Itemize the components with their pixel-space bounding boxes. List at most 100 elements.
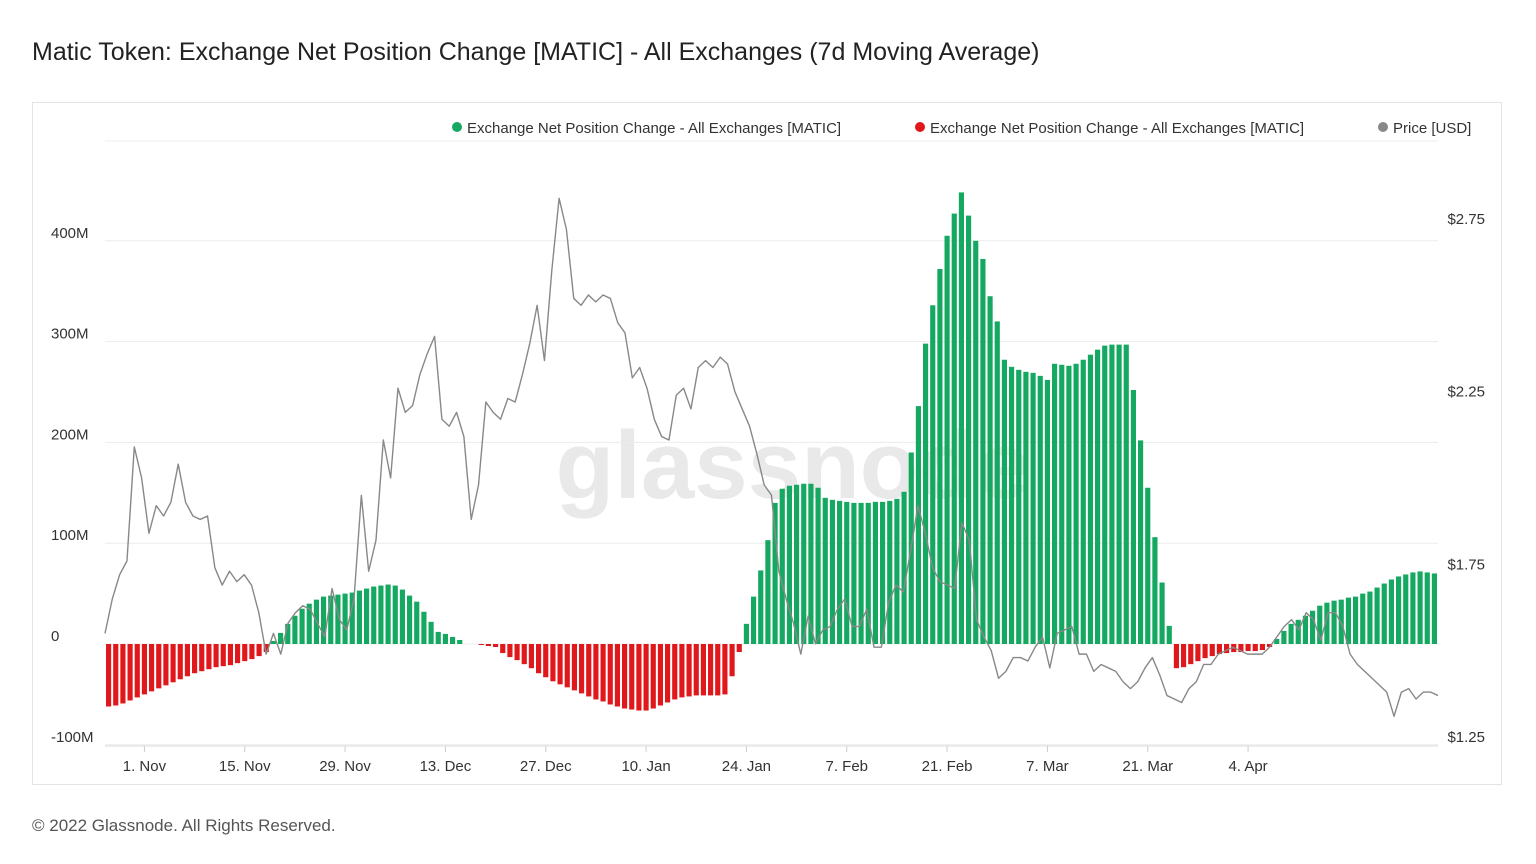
bar-positive	[306, 603, 312, 644]
bar-positive	[1059, 364, 1065, 644]
bar-positive	[1310, 610, 1316, 644]
bar-positive	[1295, 619, 1301, 644]
bar-negative	[177, 644, 183, 680]
bar-positive	[1073, 363, 1079, 644]
bar-positive	[342, 593, 348, 644]
bar-positive	[428, 621, 434, 644]
bar-positive	[765, 540, 771, 644]
bar-negative	[586, 644, 592, 697]
axes: -100M 0 100M 200M 300M 400M $1.25 $1.75 $2.25 $2.…	[51, 211, 1485, 775]
bar-negative	[607, 644, 613, 705]
bar-negative	[1209, 644, 1215, 657]
legend-label-price[interactable]: Price [USD]	[1393, 120, 1471, 137]
x-tick-label: 29. Nov	[319, 758, 371, 775]
x-tick-label: 1. Nov	[123, 758, 167, 775]
bar-positive	[1095, 349, 1101, 644]
legend[interactable]: Exchange Net Position Change - All Excha…	[452, 120, 1471, 137]
bar-negative	[1238, 644, 1244, 653]
bar-negative	[156, 644, 162, 689]
bar-negative	[127, 644, 133, 701]
bar-positive	[980, 258, 986, 644]
bar-negative	[1195, 644, 1201, 662]
bar-negative	[1181, 644, 1187, 668]
bar-negative	[249, 644, 255, 660]
bar-positive	[1044, 379, 1050, 644]
y-right-tick-label: $2.75	[1447, 211, 1485, 228]
bar-negative	[134, 644, 140, 698]
price-line-series	[104, 197, 1439, 717]
bar-negative	[736, 644, 742, 653]
bar-negative	[700, 644, 706, 696]
bar-negative	[571, 644, 577, 691]
bar-negative	[629, 644, 635, 710]
bar-positive	[1087, 354, 1093, 644]
bar-negative	[722, 644, 728, 695]
bar-negative	[650, 644, 656, 709]
bar-negative	[220, 644, 226, 667]
bar-positive	[937, 269, 943, 644]
bar-negative	[163, 644, 169, 686]
bar-negative	[693, 644, 699, 696]
legend-label-positive[interactable]: Exchange Net Position Change - All Excha…	[467, 120, 841, 137]
bar-negative	[199, 644, 205, 672]
bar-positive	[442, 633, 448, 644]
bar-positive	[951, 213, 957, 644]
bar-positive	[887, 500, 893, 644]
bar-negative	[665, 644, 671, 703]
bar-positive	[1410, 572, 1416, 644]
bar-positive	[880, 501, 886, 644]
bar-negative	[1216, 644, 1222, 655]
chart-svg: glassnode -100M 0 100M 200M 300M 400M $1.25 $1.…	[51, 120, 1485, 775]
bar-negative	[263, 644, 269, 653]
bar-positive	[1317, 605, 1323, 644]
bar-negative	[1224, 644, 1230, 654]
bar-negative	[493, 644, 499, 648]
bar-positive	[1345, 597, 1351, 644]
bar-positive	[987, 296, 993, 644]
bar-positive	[915, 406, 921, 644]
bar-positive	[894, 498, 900, 644]
bar-positive	[1001, 359, 1007, 644]
bar-positive	[328, 595, 334, 644]
bar-positive	[872, 501, 878, 644]
chart-title: Matic Token: Exchange Net Position Chang…	[32, 38, 1040, 66]
bar-negative	[536, 644, 542, 674]
legend-marker-positive	[452, 122, 462, 132]
bar-positive	[794, 484, 800, 644]
bar-negative	[1188, 644, 1194, 665]
bar-positive	[1037, 375, 1043, 644]
bar-positive	[299, 608, 305, 644]
bar-positive	[285, 623, 291, 644]
bar-positive	[1417, 571, 1423, 644]
bar-positive	[1116, 344, 1122, 644]
bar-positive	[973, 240, 979, 645]
bar-negative	[672, 644, 678, 700]
bar-positive	[779, 488, 785, 644]
y-left-tick-label: 400M	[51, 225, 89, 242]
bar-positive	[1431, 573, 1437, 644]
grid-lines	[105, 140, 1438, 746]
bar-positive	[1353, 596, 1359, 644]
bar-negative	[636, 644, 642, 711]
bar-positive	[392, 585, 398, 644]
bar-positive	[356, 590, 362, 644]
bar-positive	[865, 502, 871, 644]
bar-positive	[815, 487, 821, 644]
legend-label-negative[interactable]: Exchange Net Position Change - All Excha…	[930, 120, 1304, 137]
bar-negative	[1259, 644, 1265, 651]
bar-positive	[1396, 576, 1402, 644]
bar-positive	[1123, 344, 1129, 644]
bar-negative	[192, 644, 198, 674]
y-left-tick-label: 300M	[51, 326, 89, 343]
bar-positive	[1367, 591, 1373, 644]
bar-positive	[1274, 638, 1280, 644]
bar-negative	[593, 644, 599, 700]
x-tick-label: 24. Jan	[722, 758, 771, 775]
bar-positive	[1052, 363, 1058, 644]
bar-negative	[579, 644, 585, 694]
bar-positive	[1281, 630, 1287, 644]
bar-negative	[113, 644, 119, 706]
legend-marker-negative	[915, 122, 925, 132]
bar-negative	[120, 644, 126, 704]
bar-positive	[421, 611, 427, 644]
